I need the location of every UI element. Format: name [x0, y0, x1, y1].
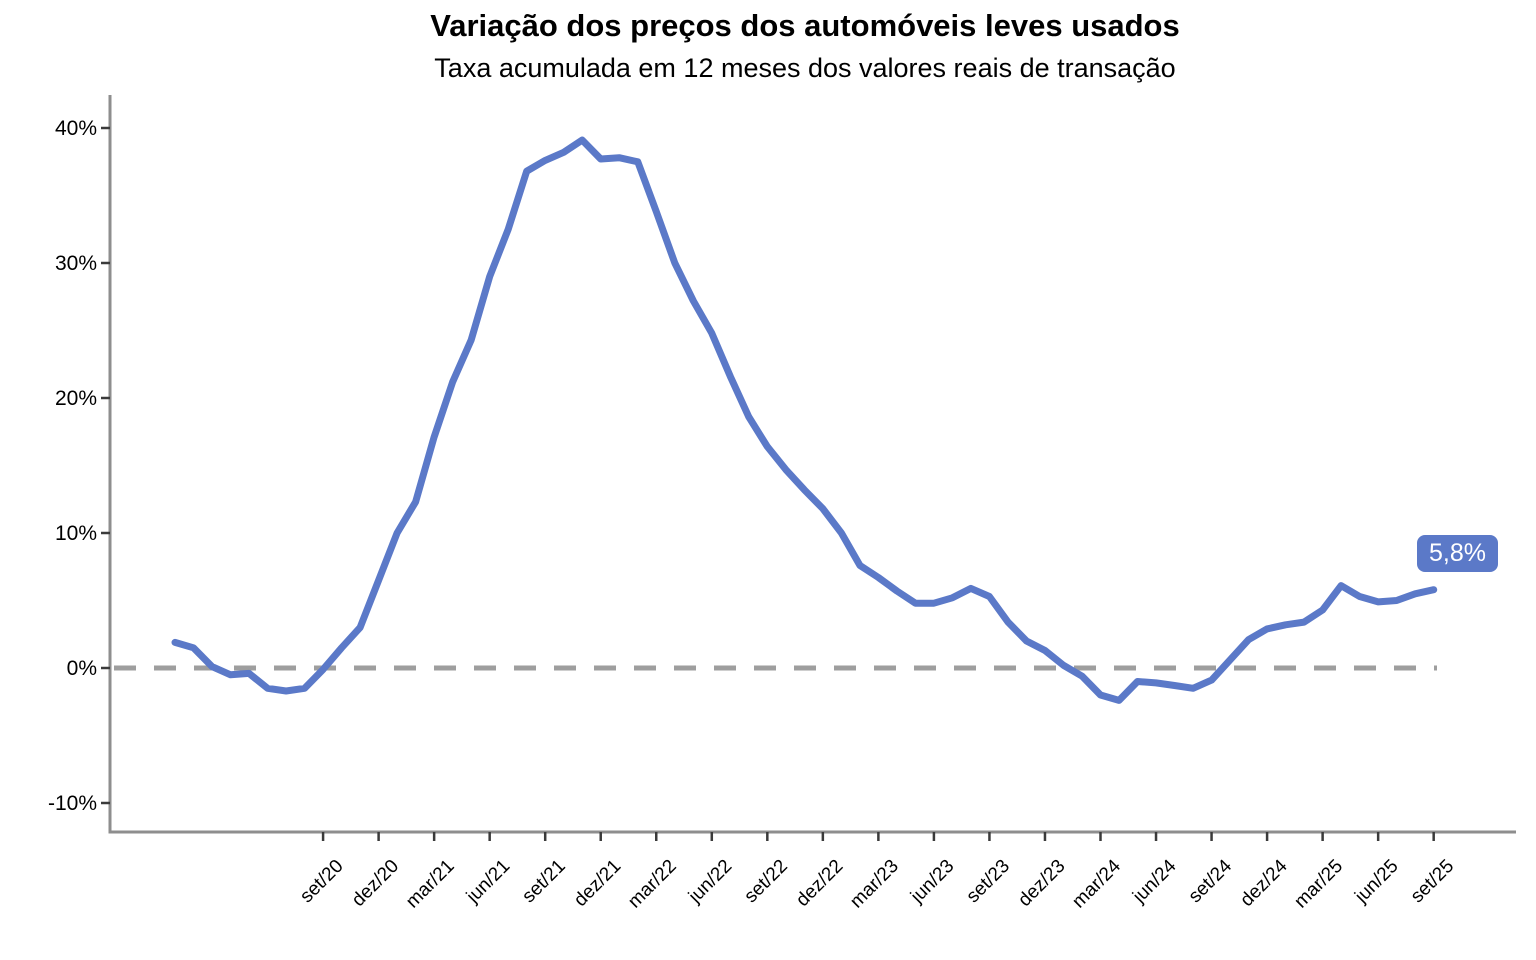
last-value-badge: 5,8%: [1417, 535, 1498, 572]
x-tick-label: set/25: [1407, 856, 1458, 907]
x-tick-label: set/22: [740, 856, 791, 907]
y-tick-label: 0%: [67, 657, 97, 680]
price-series-line: [171, 136, 1438, 704]
x-tick-label: mar/22: [624, 856, 681, 913]
y-tick-label: 40%: [55, 117, 97, 140]
x-tick-label: mar/25: [1290, 856, 1347, 913]
x-tick-label: mar/24: [1068, 855, 1125, 912]
chart-title: Variação dos preços dos automóveis leves…: [430, 8, 1180, 43]
x-tick-label: mar/21: [402, 856, 459, 913]
x-tick-label: dez/22: [792, 856, 847, 911]
x-tick-label: mar/23: [846, 856, 903, 913]
x-tick-label: dez/20: [348, 856, 403, 911]
x-tick-label: set/23: [963, 856, 1014, 907]
x-tick-label: set/21: [518, 856, 569, 907]
y-tick-label: 20%: [55, 387, 97, 410]
x-tick-label: jun/22: [684, 856, 736, 908]
y-tick-label: 30%: [55, 252, 97, 275]
x-tick-label: dez/24: [1236, 855, 1291, 910]
y-tick-label: 10%: [55, 522, 97, 545]
x-tick-label: jun/25: [1351, 856, 1403, 908]
x-tick-label: set/24: [1185, 855, 1237, 907]
x-tick-label: jun/21: [462, 856, 514, 908]
x-tick-label: dez/23: [1014, 856, 1069, 911]
last-value-text: 5,8%: [1429, 539, 1486, 567]
y-tick-label: -10%: [48, 792, 97, 815]
x-tick-label: jun/23: [906, 856, 958, 908]
x-tick-label: jun/24: [1128, 855, 1180, 907]
x-tick-label: set/20: [296, 856, 347, 907]
chart-subtitle: Taxa acumulada em 12 meses dos valores r…: [434, 53, 1176, 83]
x-tick-label: dez/21: [570, 856, 625, 911]
